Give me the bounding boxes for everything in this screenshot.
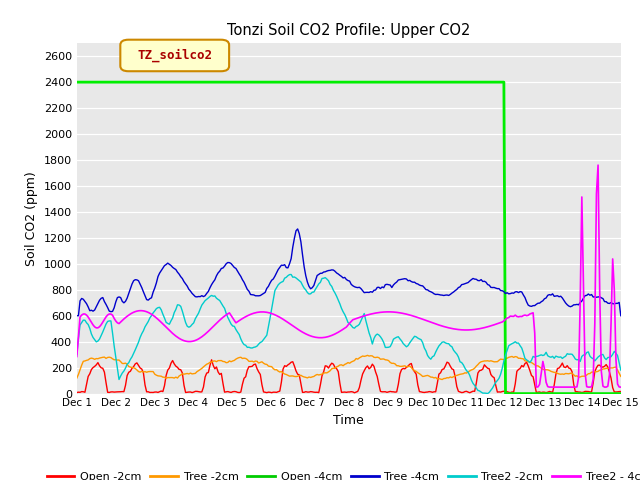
Y-axis label: Soil CO2 (ppm): Soil CO2 (ppm) xyxy=(25,171,38,266)
Title: Tonzi Soil CO2 Profile: Upper CO2: Tonzi Soil CO2 Profile: Upper CO2 xyxy=(227,23,470,38)
Text: TZ_soilco2: TZ_soilco2 xyxy=(137,49,212,62)
FancyBboxPatch shape xyxy=(120,40,229,71)
X-axis label: Time: Time xyxy=(333,414,364,427)
Legend: Open -2cm, Tree -2cm, Open -4cm, Tree -4cm, Tree2 -2cm, Tree2 - 4cm: Open -2cm, Tree -2cm, Open -4cm, Tree -4… xyxy=(42,467,640,480)
